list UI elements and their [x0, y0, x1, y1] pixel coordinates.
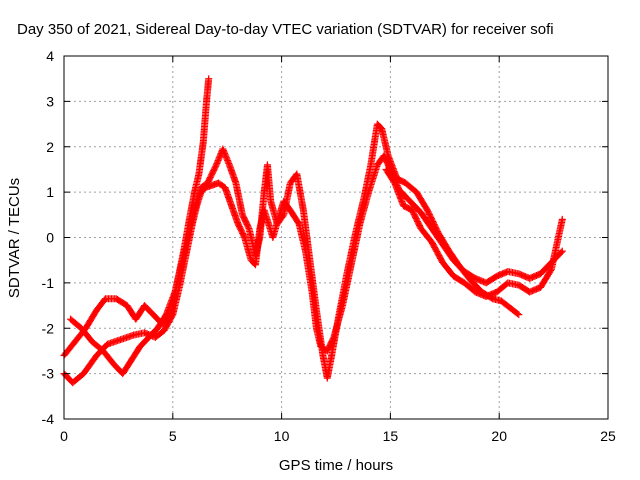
- data-point-marker: [558, 215, 566, 223]
- data-point-marker: [515, 311, 523, 319]
- x-tick-label: 5: [169, 428, 177, 444]
- data-layer: [60, 75, 566, 387]
- series-group: [67, 120, 523, 382]
- y-tick-label: 4: [46, 48, 54, 64]
- y-tick-label: -4: [42, 411, 55, 427]
- y-tick-label: 3: [46, 93, 54, 109]
- y-tick-label: 0: [46, 230, 54, 246]
- y-tick-label: -3: [42, 366, 55, 382]
- y-tick-label: -1: [42, 275, 55, 291]
- data-point-marker: [514, 310, 522, 318]
- x-tick-label: 20: [491, 428, 507, 444]
- x-tick-label: 25: [600, 428, 616, 444]
- tick-layer: 0 5 10 15 20 25 -4 -3 -2 -1 0 1 2 3 4: [42, 48, 616, 444]
- chart-title: Day 350 of 2021, Sidereal Day-to-day VTE…: [17, 21, 554, 38]
- series-group: [60, 75, 213, 359]
- x-tick-label: 0: [60, 428, 68, 444]
- grid-layer: [64, 56, 608, 419]
- data-point-marker: [557, 248, 565, 256]
- data-point-marker: [205, 75, 213, 83]
- series-group: [382, 165, 566, 300]
- y-tick-label: -2: [42, 320, 55, 336]
- x-axis-label: GPS time / hours: [279, 457, 393, 474]
- y-tick-label: 1: [46, 184, 54, 200]
- y-tick-label: 2: [46, 139, 54, 155]
- x-tick-label: 15: [383, 428, 399, 444]
- y-axis-label: SDTVAR / TECUs: [6, 178, 23, 298]
- data-point-marker: [558, 247, 566, 255]
- x-tick-label: 10: [274, 428, 290, 444]
